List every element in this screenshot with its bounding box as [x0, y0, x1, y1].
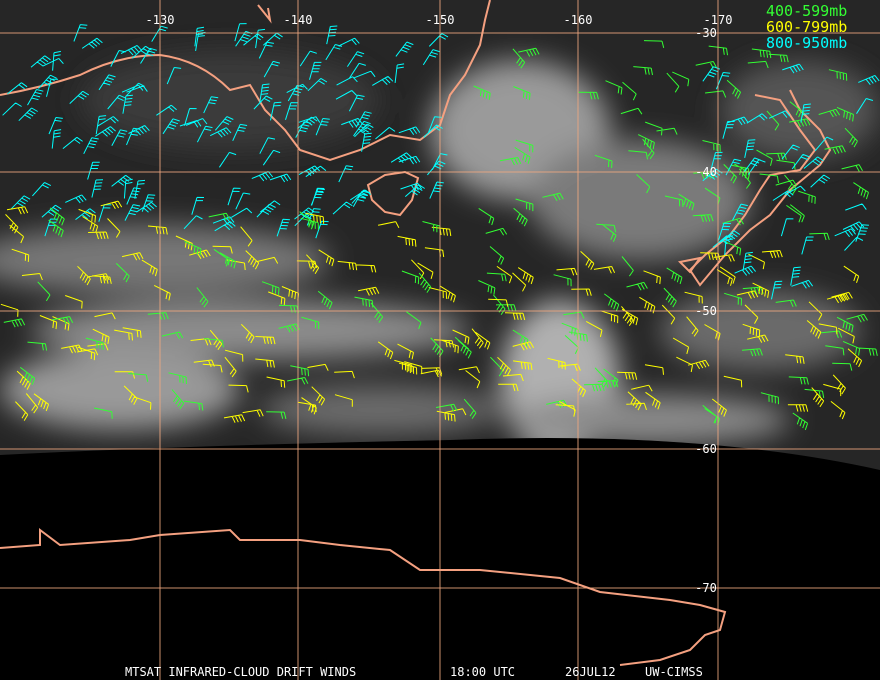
latitude-label: -60 [695, 442, 717, 456]
footer: MTSAT INFRARED-CLOUD DRIFT WINDS 18:00 UT… [125, 665, 703, 679]
latitude-label: -70 [695, 581, 717, 595]
longitude-label: -160 [564, 13, 593, 27]
barb-group [452, 250, 863, 420]
barb-group [702, 63, 880, 300]
barb-group [0, 200, 467, 423]
legend-entry: 800-950mb [766, 34, 847, 52]
longitude-label: -150 [426, 13, 455, 27]
longitude-label: -130 [146, 13, 175, 27]
footer-text: 18:00 UTC [450, 665, 515, 679]
barb-group [3, 207, 458, 420]
latitude-label: -50 [695, 304, 717, 318]
footer-text: 26JUL12 [565, 665, 616, 679]
latitude-label: -30 [695, 26, 717, 40]
longitude-label: -170 [704, 13, 733, 27]
latitude-label: -40 [695, 165, 717, 179]
legend-entry: 400-599mb [766, 2, 847, 20]
barb-group [2, 23, 449, 239]
legend-entry: 600-799mb [766, 18, 847, 36]
wind-barbs [0, 23, 880, 431]
longitude-label: -140 [284, 13, 313, 27]
footer-text: MTSAT INFRARED-CLOUD DRIFT WINDS [125, 665, 356, 679]
footer-text: UW-CIMSS [645, 665, 703, 679]
